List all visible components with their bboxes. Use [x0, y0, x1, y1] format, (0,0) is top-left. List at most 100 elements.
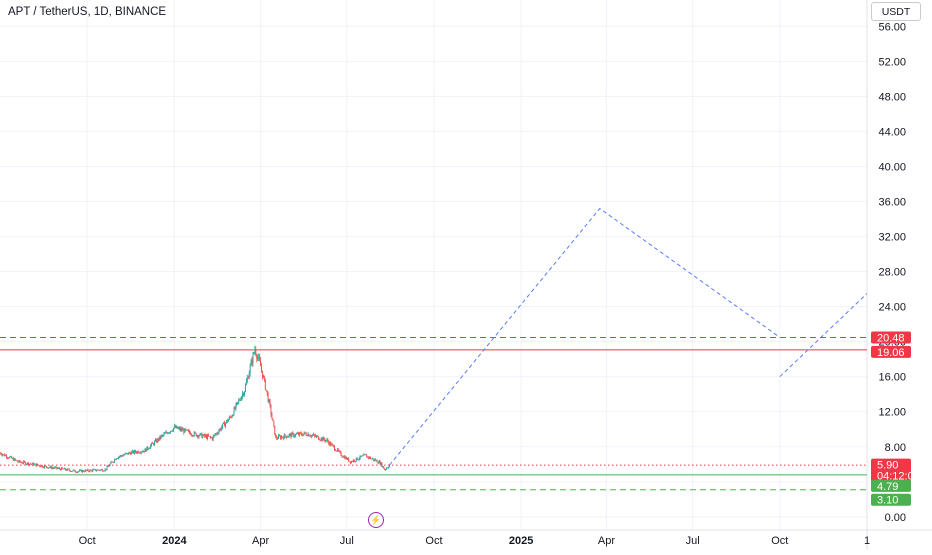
candle-body	[141, 452, 142, 453]
y-tick-label: 40.00	[878, 161, 906, 173]
projection-path	[389, 209, 779, 466]
candle-body	[266, 390, 267, 391]
candle-body	[244, 392, 245, 396]
candle-body	[306, 433, 307, 435]
candle-body	[84, 471, 85, 472]
candle-body	[363, 454, 364, 455]
candle-body	[327, 439, 328, 441]
candle-body	[229, 417, 230, 420]
currency-unit-button[interactable]: USDT	[871, 2, 921, 21]
candle-body	[108, 466, 109, 467]
candle-body	[360, 456, 361, 459]
candle-body	[245, 385, 246, 392]
candle-body	[231, 417, 232, 418]
candle-body	[6, 455, 7, 457]
candle-body	[49, 467, 50, 468]
candle-body	[276, 437, 277, 439]
candle-body	[196, 433, 197, 436]
candle-body	[47, 467, 48, 468]
candle-body	[257, 358, 258, 359]
candle-body	[282, 437, 283, 438]
candle-body	[261, 366, 262, 370]
candle-body	[39, 465, 40, 466]
candle-body	[155, 440, 156, 442]
candle-body	[274, 426, 275, 435]
candle-body	[378, 462, 379, 463]
candle-body	[317, 436, 318, 437]
candle-body	[256, 355, 257, 359]
candle-body	[296, 434, 297, 435]
candle-body	[235, 404, 236, 409]
candle-body	[217, 433, 218, 434]
candle-body	[297, 433, 298, 434]
candle-body	[115, 459, 116, 460]
candle-body	[59, 468, 60, 469]
candle-body	[205, 435, 206, 436]
candle-body	[382, 466, 383, 467]
candle-body	[207, 435, 208, 439]
candle-body	[350, 461, 351, 463]
candle-body	[159, 437, 160, 441]
candle-body	[137, 451, 138, 453]
candle-body	[328, 442, 329, 445]
candle-body	[284, 434, 285, 438]
candle-body	[95, 469, 96, 471]
candle-body	[9, 457, 10, 458]
y-tick-label: 32.00	[878, 232, 906, 244]
candle-body	[211, 437, 212, 438]
candle-body	[122, 456, 123, 457]
candle-body	[368, 457, 369, 458]
candle-body	[315, 436, 316, 437]
candle-body	[364, 454, 365, 455]
candle-body	[145, 449, 146, 452]
candle-body	[291, 433, 292, 437]
candle-body	[109, 466, 110, 467]
candle-body	[88, 469, 89, 471]
candle-body	[300, 432, 301, 433]
candle-body	[183, 429, 184, 432]
candle-body	[357, 458, 358, 460]
candle-body	[304, 432, 305, 434]
candle-body	[101, 469, 102, 470]
candle-body	[179, 428, 180, 429]
candle-body	[247, 378, 248, 382]
candle-body	[249, 373, 250, 379]
y-tick-label: 0.00	[885, 512, 906, 524]
x-tick-label: Apr	[252, 535, 269, 547]
candle-body	[130, 453, 131, 455]
candle-body	[273, 421, 274, 426]
candle-body	[173, 428, 174, 431]
candle-body	[308, 434, 309, 436]
candle-body	[356, 458, 357, 461]
candle-body	[212, 438, 213, 440]
candle-body	[76, 472, 77, 473]
candle-body	[202, 436, 203, 438]
candle-body	[166, 432, 167, 433]
candle-body	[239, 400, 240, 401]
candle-body	[45, 466, 46, 467]
candle-body	[189, 431, 190, 433]
candle-body	[24, 461, 25, 462]
candle-body	[335, 450, 336, 451]
candle-body	[351, 461, 352, 463]
y-tick-label: 28.00	[878, 267, 906, 279]
candle-body	[188, 431, 189, 432]
candle-body	[321, 438, 322, 440]
candle-body	[8, 458, 9, 459]
candle-body	[193, 436, 194, 437]
candle-body	[89, 471, 90, 472]
candle-body	[352, 461, 353, 462]
candle-body	[185, 429, 186, 430]
candle-body	[178, 428, 179, 429]
candle-body	[36, 464, 37, 466]
candle-body	[123, 455, 124, 456]
candle-body	[41, 466, 42, 467]
candle-body	[170, 431, 171, 432]
candle-body	[5, 455, 6, 456]
candle-body	[72, 471, 73, 472]
candle-body	[330, 442, 331, 445]
candle-body	[326, 440, 327, 441]
candle-body	[171, 431, 172, 432]
lightning-bolt-icon[interactable]: ⚡	[368, 512, 384, 528]
